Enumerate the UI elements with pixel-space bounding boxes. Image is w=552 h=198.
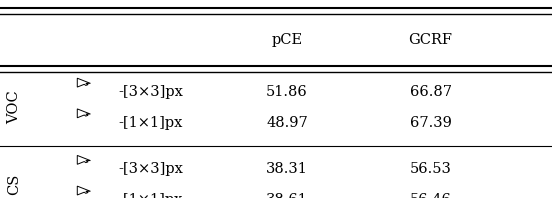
- Text: -[1×1]px: -[1×1]px: [119, 116, 183, 130]
- Polygon shape: [77, 186, 91, 195]
- Text: 66.87: 66.87: [410, 85, 452, 99]
- Text: 56.46: 56.46: [410, 193, 452, 198]
- Text: -[3×3]px: -[3×3]px: [119, 162, 184, 176]
- Text: 56.53: 56.53: [410, 162, 452, 176]
- Text: 48.97: 48.97: [266, 116, 308, 130]
- Text: 38.61: 38.61: [266, 193, 308, 198]
- Text: -[1×1]px: -[1×1]px: [119, 193, 183, 198]
- Text: -[3×3]px: -[3×3]px: [119, 85, 184, 99]
- Text: pCE: pCE: [272, 33, 302, 47]
- Text: GCRF: GCRF: [408, 33, 453, 47]
- Text: CS: CS: [7, 174, 21, 195]
- Text: VOC: VOC: [7, 90, 21, 124]
- Polygon shape: [77, 155, 91, 164]
- Text: 51.86: 51.86: [266, 85, 308, 99]
- Polygon shape: [77, 78, 91, 87]
- Text: 67.39: 67.39: [410, 116, 452, 130]
- Polygon shape: [77, 109, 91, 118]
- Text: 38.31: 38.31: [266, 162, 308, 176]
